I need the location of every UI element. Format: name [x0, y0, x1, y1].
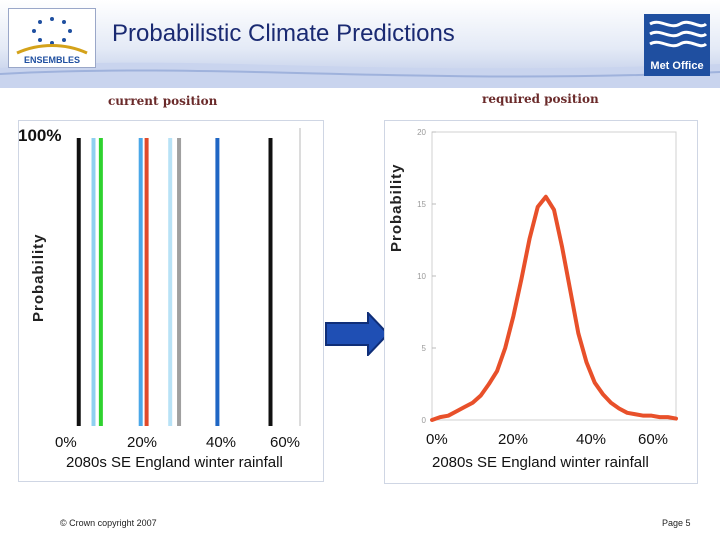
- left-x-tick: 40%: [206, 434, 237, 451]
- waves-icon: [649, 20, 708, 48]
- copyright-text: © Crown copyright 2007: [60, 518, 157, 528]
- required-position-label: required position: [482, 92, 599, 106]
- left-x-axis-label: 2080s SE England winter rainfall: [66, 454, 283, 471]
- ensembles-logo: ENSEMBLES: [8, 8, 96, 68]
- right-chart-panel: [384, 120, 698, 484]
- y-tick-label: 0: [422, 416, 427, 425]
- right-plot-frame: [431, 131, 677, 421]
- right-arrow-icon: [325, 312, 390, 356]
- right-x-tick: 20%: [498, 431, 529, 448]
- page-title: Probabilistic Climate Predictions: [112, 20, 455, 47]
- eu-stars-icon: [16, 17, 88, 55]
- header-swoosh: [0, 62, 720, 88]
- right-x-tick: 0%: [426, 431, 448, 448]
- left-x-tick: 20%: [127, 434, 158, 451]
- y-tick-label: 10: [417, 272, 426, 281]
- right-x-tick: 40%: [576, 431, 607, 448]
- left-x-tick: 60%: [270, 434, 301, 451]
- right-x-axis-label: 2080s SE England winter rainfall: [432, 454, 649, 471]
- current-position-label: current position: [108, 94, 218, 108]
- header-bar: ENSEMBLES Probabilistic Climate Predicti…: [0, 0, 720, 88]
- met-office-logo-text: Met Office: [650, 60, 704, 72]
- left-x-tick: 0%: [55, 434, 77, 451]
- y-tick-label: 5: [422, 344, 427, 353]
- met-office-logo: Met Office: [644, 14, 710, 76]
- right-x-tick: 60%: [638, 431, 669, 448]
- y-tick-label: 20: [417, 128, 426, 137]
- left-top-label: 100%: [18, 126, 62, 145]
- page-number: Page 5: [662, 518, 691, 528]
- ensembles-logo-text: ENSEMBLES: [23, 55, 80, 65]
- y-tick-label: 15: [417, 200, 426, 209]
- right-chart: 0 5 10 15 20: [417, 128, 678, 425]
- probability-curve: [430, 194, 678, 422]
- left-chart: [76, 128, 301, 426]
